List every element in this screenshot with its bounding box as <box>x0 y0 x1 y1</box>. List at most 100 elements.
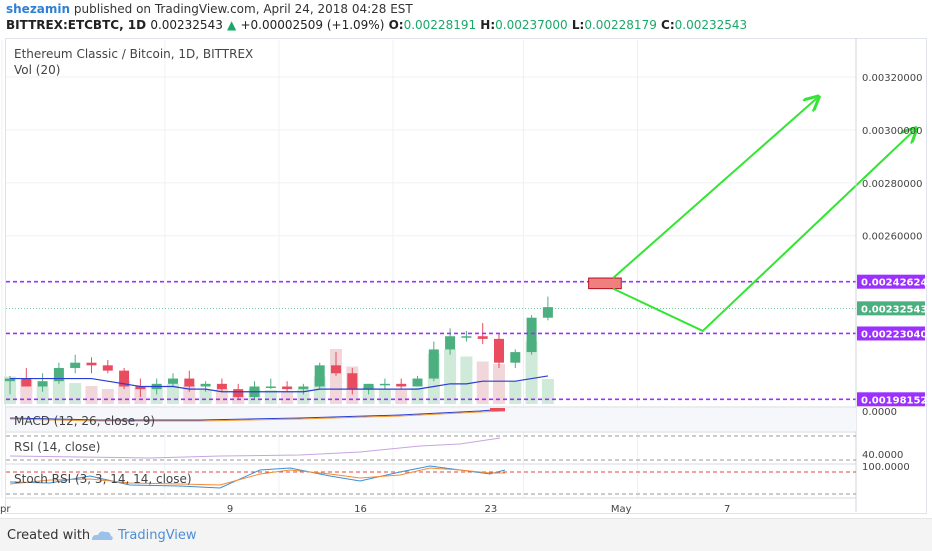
volume-bar <box>215 389 228 404</box>
symbol: BITTREX:ETCBTC, 1D <box>6 18 147 32</box>
change-value: +0.00002509 (+1.09%) <box>240 18 385 32</box>
highlight-box <box>588 277 622 290</box>
macd-tick: 0.0000 <box>862 407 897 418</box>
y-tick-label: 0.00280000 <box>862 179 922 190</box>
y-tick-label: 0.00300000 <box>862 126 922 137</box>
low-value: 0.00228179 <box>584 18 657 32</box>
volume-bar <box>378 389 391 404</box>
macd-signal-line <box>9 410 506 422</box>
candle-body <box>135 386 146 390</box>
rsi-label: RSI (14, close) <box>14 440 100 454</box>
volume-bar <box>183 385 196 404</box>
candle-body <box>477 336 488 339</box>
candle-body <box>200 383 211 387</box>
candle-body <box>5 378 15 382</box>
candle-body <box>21 378 32 387</box>
last-price-tag <box>857 301 925 316</box>
level-label: 0.00198152 <box>861 395 927 406</box>
candle-body <box>37 381 48 387</box>
drawings <box>588 98 915 333</box>
x-tick-label: 9 <box>227 504 233 515</box>
tradingview-brand-link[interactable]: TradingView <box>118 528 197 543</box>
y-tick-label: 0.00260000 <box>862 232 922 243</box>
candle-body <box>412 378 423 387</box>
rsi-tick: 40.0000 <box>862 450 903 461</box>
author-name[interactable]: shezamin <box>6 2 71 16</box>
x-tick-label: 16 <box>354 504 367 515</box>
stoch-d-line <box>9 467 505 486</box>
level-label: 0.00223040 <box>861 329 927 340</box>
volume-bar <box>444 349 457 404</box>
open-label: O: <box>388 18 404 32</box>
candle-body <box>265 386 276 388</box>
candle-body <box>461 336 472 338</box>
x-tick-label: May <box>611 504 632 515</box>
published-text: published on TradingView.com, April 24, … <box>73 2 413 16</box>
volume-bar <box>85 386 98 404</box>
level-tag <box>857 326 925 341</box>
candle-body <box>331 365 341 374</box>
level-tag <box>857 392 925 407</box>
candle-body <box>494 338 504 363</box>
projection-arrow <box>612 98 817 279</box>
horizontal-levels <box>6 280 856 401</box>
x-tick-label: 7 <box>724 504 730 515</box>
volume-bar <box>281 391 294 404</box>
symbol-line: BITTREX:ETCBTC, 1D 0.00232543 ▲ +0.00002… <box>6 18 747 32</box>
stoch-tick: 100.0000 <box>862 462 910 473</box>
ma-line <box>10 375 548 393</box>
volume-bar <box>330 349 342 404</box>
indicator-panes: MACD (12, 26, close, 9) RSI (14, close) … <box>6 406 910 499</box>
rsi-line <box>9 437 501 459</box>
macd-line <box>9 408 506 421</box>
candle-body <box>379 383 390 386</box>
publish-line: shezamin published on TradingView.com, A… <box>6 2 413 16</box>
stoch-k-line <box>9 465 506 489</box>
volume-bar <box>460 356 473 404</box>
candle-body <box>168 378 178 384</box>
candle-body <box>526 317 537 353</box>
candle-body <box>282 386 293 390</box>
volume-bar <box>525 341 538 404</box>
candle-body <box>119 370 130 387</box>
moving-average <box>10 375 548 393</box>
candle-body <box>445 336 456 350</box>
footer: Created with TradingView <box>0 518 932 551</box>
macd-pane <box>6 408 856 431</box>
volume-bar <box>199 390 212 404</box>
candle-body <box>298 386 309 390</box>
candle-body <box>216 383 227 390</box>
volume-bar <box>101 389 114 404</box>
volume-bar <box>69 383 82 404</box>
candle-body <box>86 362 97 366</box>
volume-bar <box>264 390 277 404</box>
macd-label: MACD (12, 26, close, 9) <box>14 414 155 428</box>
chart-container[interactable] <box>5 38 927 514</box>
volume-bar <box>411 388 424 404</box>
level-label: 0.00242624 <box>861 278 927 289</box>
price-axis: 0.00320000 0.00300000 0.00280000 0.00260000… <box>855 38 927 512</box>
chart-title: Ethereum Classic / Bitcoin, 1D, BITTREX <box>14 47 253 61</box>
volume-bar <box>476 361 489 404</box>
volume-bar <box>395 390 408 404</box>
change-arrow-icon: ▲ <box>227 18 237 32</box>
close-value: 0.00232543 <box>674 18 748 32</box>
y-tick-label: 0.00320000 <box>862 73 922 84</box>
last-price: 0.00232543 <box>150 18 223 32</box>
high-label: H: <box>480 18 496 32</box>
close-label: C: <box>661 18 675 32</box>
high-value: 0.00237000 <box>495 18 568 32</box>
tradingview-cloud-icon <box>92 531 113 540</box>
volume-bar <box>509 381 522 404</box>
candle-body <box>542 307 553 318</box>
volume-bar <box>297 389 310 404</box>
volume-bar <box>52 379 65 404</box>
candle-body <box>184 378 195 387</box>
projection-arrow <box>612 130 915 333</box>
volume-bar <box>118 381 131 404</box>
candle-body <box>233 389 244 398</box>
candle-body <box>510 352 521 363</box>
open-value: 0.00228191 <box>403 18 477 32</box>
candle-body <box>428 349 439 379</box>
